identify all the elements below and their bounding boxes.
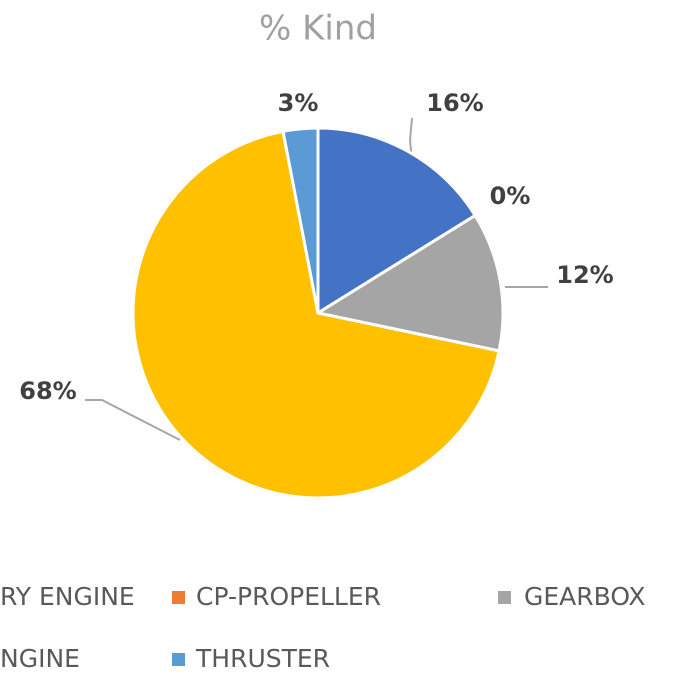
data-label: 16% <box>426 89 483 117</box>
data-label: 0% <box>490 182 531 210</box>
legend-marker <box>172 653 185 666</box>
legend-label: THRUSTER <box>195 644 330 673</box>
pie-slice <box>314 213 505 353</box>
pie-slice <box>281 126 320 314</box>
data-label: 68% <box>19 377 76 405</box>
data-label: 12% <box>556 261 613 289</box>
chart-title: % Kind <box>259 9 377 49</box>
legend-marker <box>498 591 511 604</box>
pie-slice <box>131 129 501 500</box>
legend-label: CP-PROPELLER <box>196 582 381 611</box>
data-label: 3% <box>278 89 319 117</box>
leader-line <box>85 399 181 441</box>
legend-label: NGINE <box>0 644 80 673</box>
legend-label: RY ENGINE <box>0 582 135 611</box>
legend-label: GEARBOX <box>524 582 646 611</box>
legend-marker <box>172 591 185 604</box>
pie-slice <box>316 126 478 316</box>
